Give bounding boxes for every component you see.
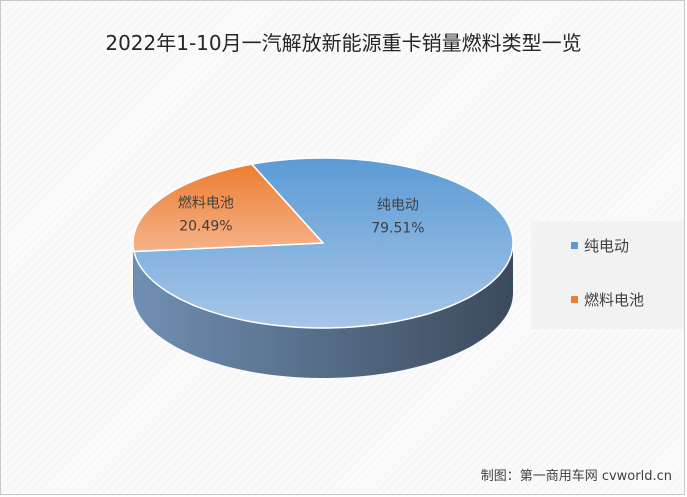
legend-label-fuel-cell: 燃料电池 xyxy=(584,291,645,309)
slice-fuel-cell-top xyxy=(132,163,324,253)
label-electric-name: 纯电动 xyxy=(377,197,419,213)
legend-label-electric: 纯电动 xyxy=(584,237,630,255)
legend-item-electric: 纯电动 xyxy=(571,235,629,256)
label-fuel-cell-value: 20.49% xyxy=(179,218,232,234)
slice-electric-side xyxy=(134,243,513,378)
label-fuel-cell-name: 燃料电池 xyxy=(178,194,234,211)
source-credit: 制图：第一商用车网 cvworld.cn xyxy=(480,469,672,484)
chart-title: 2022年1-10月一汽解放新能源重卡销量燃料类型一览 xyxy=(105,31,582,55)
slice-fuel-cell-side xyxy=(133,243,134,302)
legend: 纯电动 燃料电池 xyxy=(531,221,684,329)
legend-swatch-fuel-cell xyxy=(571,296,578,303)
legend-swatch-electric xyxy=(571,242,578,249)
legend-item-fuel-cell: 燃料电池 xyxy=(571,289,644,310)
label-electric-value: 79.51% xyxy=(371,220,424,236)
